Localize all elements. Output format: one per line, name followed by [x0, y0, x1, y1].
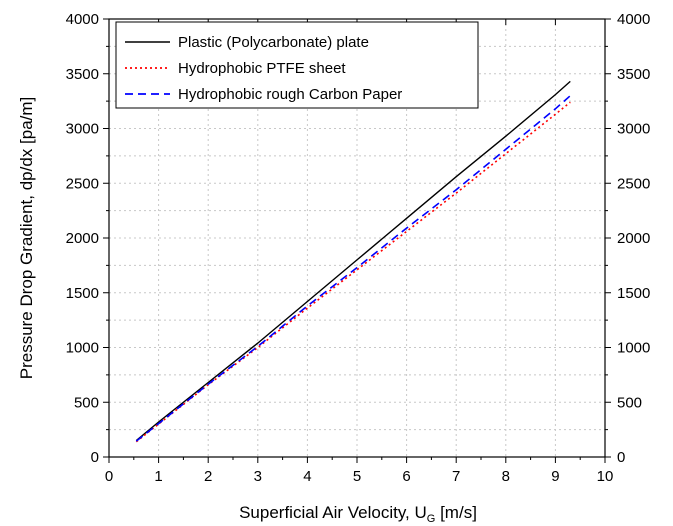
- y-tick-label: 3500: [66, 66, 99, 83]
- y-axis-label: Pressure Drop Gradient, dp/dx [pa/m]: [17, 97, 36, 380]
- x-tick-label: 5: [353, 468, 361, 485]
- series-line-2: [135, 101, 571, 443]
- y2-tick-label: 3000: [617, 121, 650, 138]
- x-tick-label: 8: [502, 468, 510, 485]
- x-tick-label: 6: [402, 468, 410, 485]
- y-tick-labels: 0 500 1000 1500 2000 2500 3000 3500 4000: [66, 11, 99, 466]
- y-tick-label: 500: [74, 394, 99, 411]
- legend-label-3: Hydrophobic rough Carbon Paper: [178, 86, 402, 103]
- y-tick-label: 2000: [66, 230, 99, 247]
- x-tick-label: 3: [254, 468, 262, 485]
- x-axis-label-unit: [m/s]: [435, 503, 477, 522]
- y-tick-label: 1000: [66, 340, 99, 357]
- legend-box: [115, 21, 479, 109]
- y-tick-label: 1500: [66, 285, 99, 302]
- y2-tick-label: 0: [617, 449, 625, 466]
- x-tick-label: 2: [204, 468, 212, 485]
- series-layer: [135, 80, 571, 443]
- y2-tick-label: 4000: [617, 11, 650, 28]
- x-tick-label: 4: [303, 468, 311, 485]
- x-tick-label: 1: [154, 468, 162, 485]
- y2-tick-labels: 0 500 1000 1500 2000 2500 3000 3500 4000: [617, 11, 650, 466]
- series-line-1: [135, 80, 571, 442]
- y2-tick-label: 1500: [617, 285, 650, 302]
- x-axis-label: Superficial Air Velocity, UG [m/s]: [239, 503, 477, 525]
- y2-tick-label: 3500: [617, 66, 650, 83]
- x-tick-labels: 0 1 2 3 4 5 6 7 8 9 10: [105, 468, 614, 485]
- series-line-3: [135, 95, 571, 442]
- y-tick-label: 2500: [66, 175, 99, 192]
- x-tick-label: 9: [551, 468, 559, 485]
- y2-tick-label: 500: [617, 394, 642, 411]
- x-tick-label: 10: [597, 468, 614, 485]
- y-tick-label: 0: [91, 449, 99, 466]
- x-tick-label: 0: [105, 468, 113, 485]
- y2-tick-label: 2000: [617, 230, 650, 247]
- legend-label-1: Plastic (Polycarbonate) plate: [178, 34, 369, 51]
- y2-tick-label: 1000: [617, 340, 650, 357]
- y-tick-label: 4000: [66, 11, 99, 28]
- legend: Plastic (Polycarbonate) plate Hydrophobic…: [115, 21, 479, 109]
- y2-tick-label: 2500: [617, 175, 650, 192]
- y-tick-label: 3000: [66, 121, 99, 138]
- x-tick-label: 7: [452, 468, 460, 485]
- x-axis-label-main: Superficial Air Velocity, U: [239, 503, 427, 522]
- legend-label-2: Hydrophobic PTFE sheet: [178, 60, 346, 77]
- x-axis-label-subscript: G: [427, 513, 436, 525]
